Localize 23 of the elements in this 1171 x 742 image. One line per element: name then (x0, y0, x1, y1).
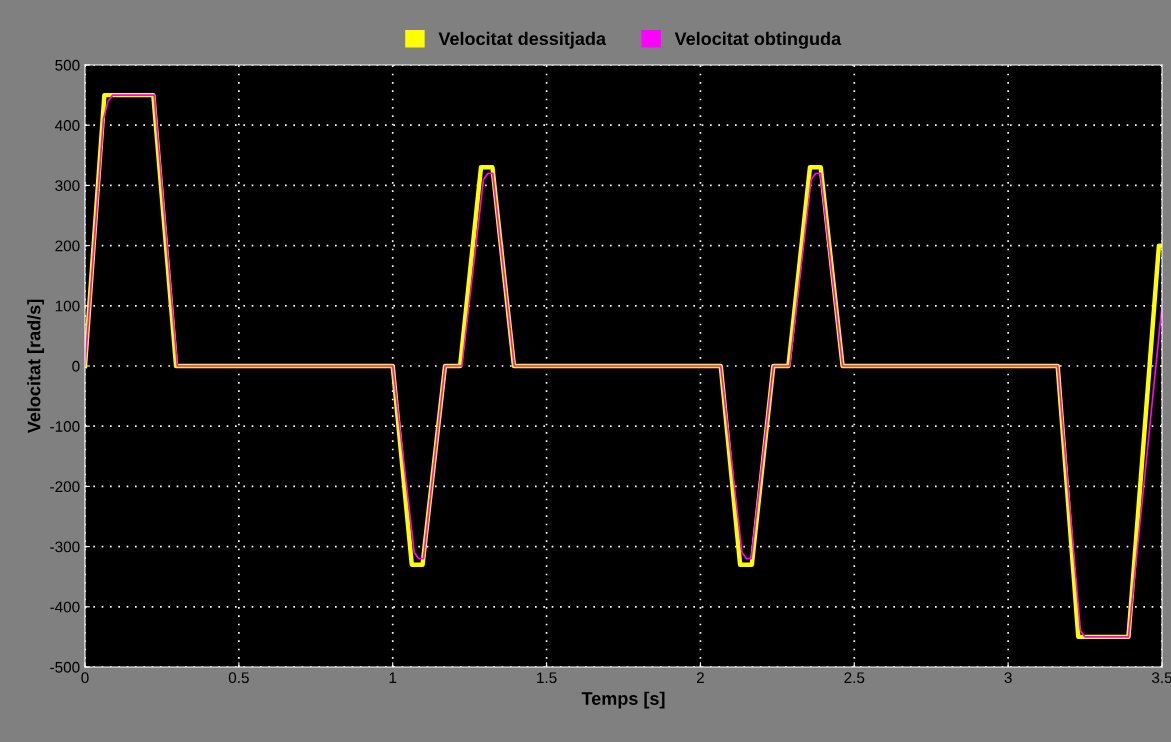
y-tick-label: -500 (50, 661, 80, 673)
legend-label: Velocitat dessitjada (438, 31, 607, 49)
legend-label: Velocitat obtinguda (674, 31, 842, 49)
y-tick-label: 100 (55, 300, 80, 312)
y-tick-label: -400 (50, 601, 80, 613)
x-axis-title: Temps [s] (581, 691, 665, 709)
y-axis-title: Velocitat [rad/s] (27, 299, 45, 434)
y-tick-label: 0 (72, 360, 80, 372)
x-tick-label: 1.5 (537, 672, 557, 684)
x-tick-label: 1 (389, 672, 397, 683)
x-tick-label: 3.5 (1151, 672, 1171, 684)
x-tick-label: 3 (1004, 672, 1012, 684)
y-tick-label: 500 (55, 59, 80, 71)
y-tick-label: 300 (55, 180, 80, 192)
y-tick-label: -100 (50, 421, 80, 432)
x-tick-label: 2.5 (844, 672, 865, 684)
x-tick-label: 0.5 (228, 672, 249, 684)
x-tick-label: 2 (696, 672, 704, 683)
y-tick-label: -300 (50, 541, 80, 553)
x-tick-label: 0 (81, 672, 89, 684)
y-tick-label: 400 (55, 120, 80, 131)
y-tick-label: 200 (55, 240, 80, 252)
y-tick-label: -200 (50, 481, 80, 493)
